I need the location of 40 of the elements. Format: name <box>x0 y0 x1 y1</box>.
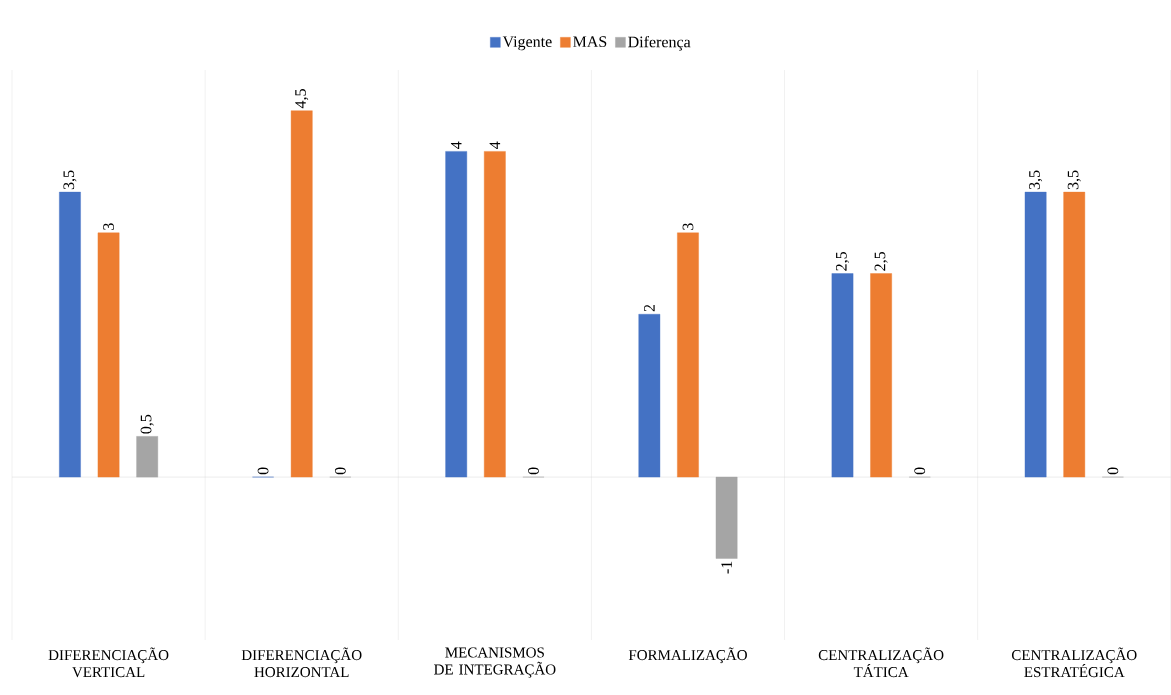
data-label: 4 <box>450 141 462 149</box>
data-label: 2 <box>644 304 655 312</box>
x-tick-label: FORMALIZAÇÃO <box>628 647 747 664</box>
bar <box>445 151 468 478</box>
data-label: 3 <box>103 223 114 230</box>
data-label: 3,5 <box>1029 170 1043 190</box>
data-label: 0 <box>914 467 926 475</box>
data-label: 0 <box>257 467 269 475</box>
data-label: 0 <box>1107 467 1119 475</box>
bar <box>870 273 892 478</box>
bar <box>715 476 738 559</box>
data-label: 0 <box>334 467 346 475</box>
data-label: 3,5 <box>63 170 77 190</box>
bar <box>290 110 313 478</box>
bar <box>136 436 159 478</box>
bar <box>59 191 81 478</box>
data-label: 2,5 <box>835 252 850 271</box>
data-label: 2,5 <box>874 252 888 271</box>
x-tick-label: MECANISMOS DE INTEGRAÇÃO <box>434 647 556 678</box>
x-tick-label: CENTRALIZAÇÃO TÁTICA <box>818 647 944 678</box>
bar <box>677 232 699 478</box>
x-tick-label: DIFERENCIAÇÃO HORIZONTAL <box>241 647 362 678</box>
bar <box>1024 191 1047 478</box>
data-label: 3 <box>682 223 694 230</box>
bar <box>97 232 120 478</box>
data-label: 3,5 <box>1067 170 1081 190</box>
legend-label: Diferença <box>628 35 691 51</box>
bar <box>1063 191 1086 478</box>
legend-label: Vigente <box>502 36 552 51</box>
bar <box>831 273 854 478</box>
data-label: 4,5 <box>295 89 309 109</box>
data-label: -1 <box>721 561 732 574</box>
data-label: 0 <box>528 467 539 475</box>
bar <box>638 314 661 478</box>
data-label: 4 <box>489 141 501 149</box>
bar <box>484 151 506 478</box>
x-tick-label: CENTRALIZAÇÃO ESTRATÉGICA <box>1011 647 1137 678</box>
x-tick-label: DIFERENCIAÇÃO VERTICAL <box>48 647 169 678</box>
legend-label: MAS <box>573 36 607 48</box>
data-label: 0,5 <box>140 414 154 434</box>
